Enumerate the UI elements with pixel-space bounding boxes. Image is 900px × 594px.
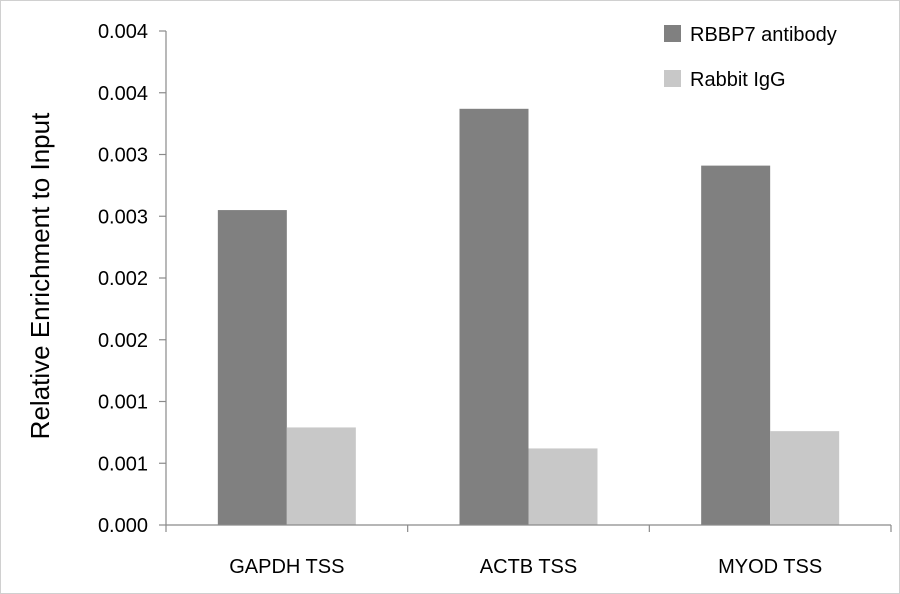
bar-rbbp7-2 (701, 165, 771, 526)
y-tick-label: 0.002 (98, 330, 148, 352)
legend-swatch (664, 70, 681, 87)
y-axis: 0.000 0.001 0.001 0.002 0.002 0.003 0.003 0.004… (98, 21, 167, 537)
y-tick-label: 0.001 (98, 453, 148, 475)
legend-swatch (664, 25, 681, 42)
y-tick-label: 0.003 (98, 206, 148, 228)
x-category-label: ACTB TSS (480, 556, 577, 578)
x-category-label: MYOD TSS (718, 556, 822, 578)
legend: RBBP7 antibody Rabbit IgG (664, 24, 837, 91)
x-axis: GAPDH TSS ACTB TSS MYOD TSS (165, 524, 892, 578)
y-axis-title: Relative Enrichment to Input (25, 112, 55, 439)
legend-label: Rabbit IgG (690, 69, 786, 91)
y-tick-label: 0.004 (98, 21, 148, 43)
bar-igg-0 (286, 427, 356, 525)
y-tick-label: 0.002 (98, 268, 148, 290)
x-category-label: GAPDH TSS (229, 556, 344, 578)
bars (217, 108, 840, 526)
y-tick-label: 0.001 (98, 392, 148, 414)
y-tick-label: 0.000 (98, 515, 148, 537)
y-tick-label: 0.004 (98, 83, 148, 105)
bar-rbbp7-1 (459, 108, 529, 526)
y-tick-label: 0.003 (98, 145, 148, 167)
bar-igg-2 (770, 431, 840, 525)
legend-label: RBBP7 antibody (690, 24, 837, 46)
bar-rbbp7-0 (217, 210, 287, 525)
bar-igg-1 (528, 448, 598, 525)
